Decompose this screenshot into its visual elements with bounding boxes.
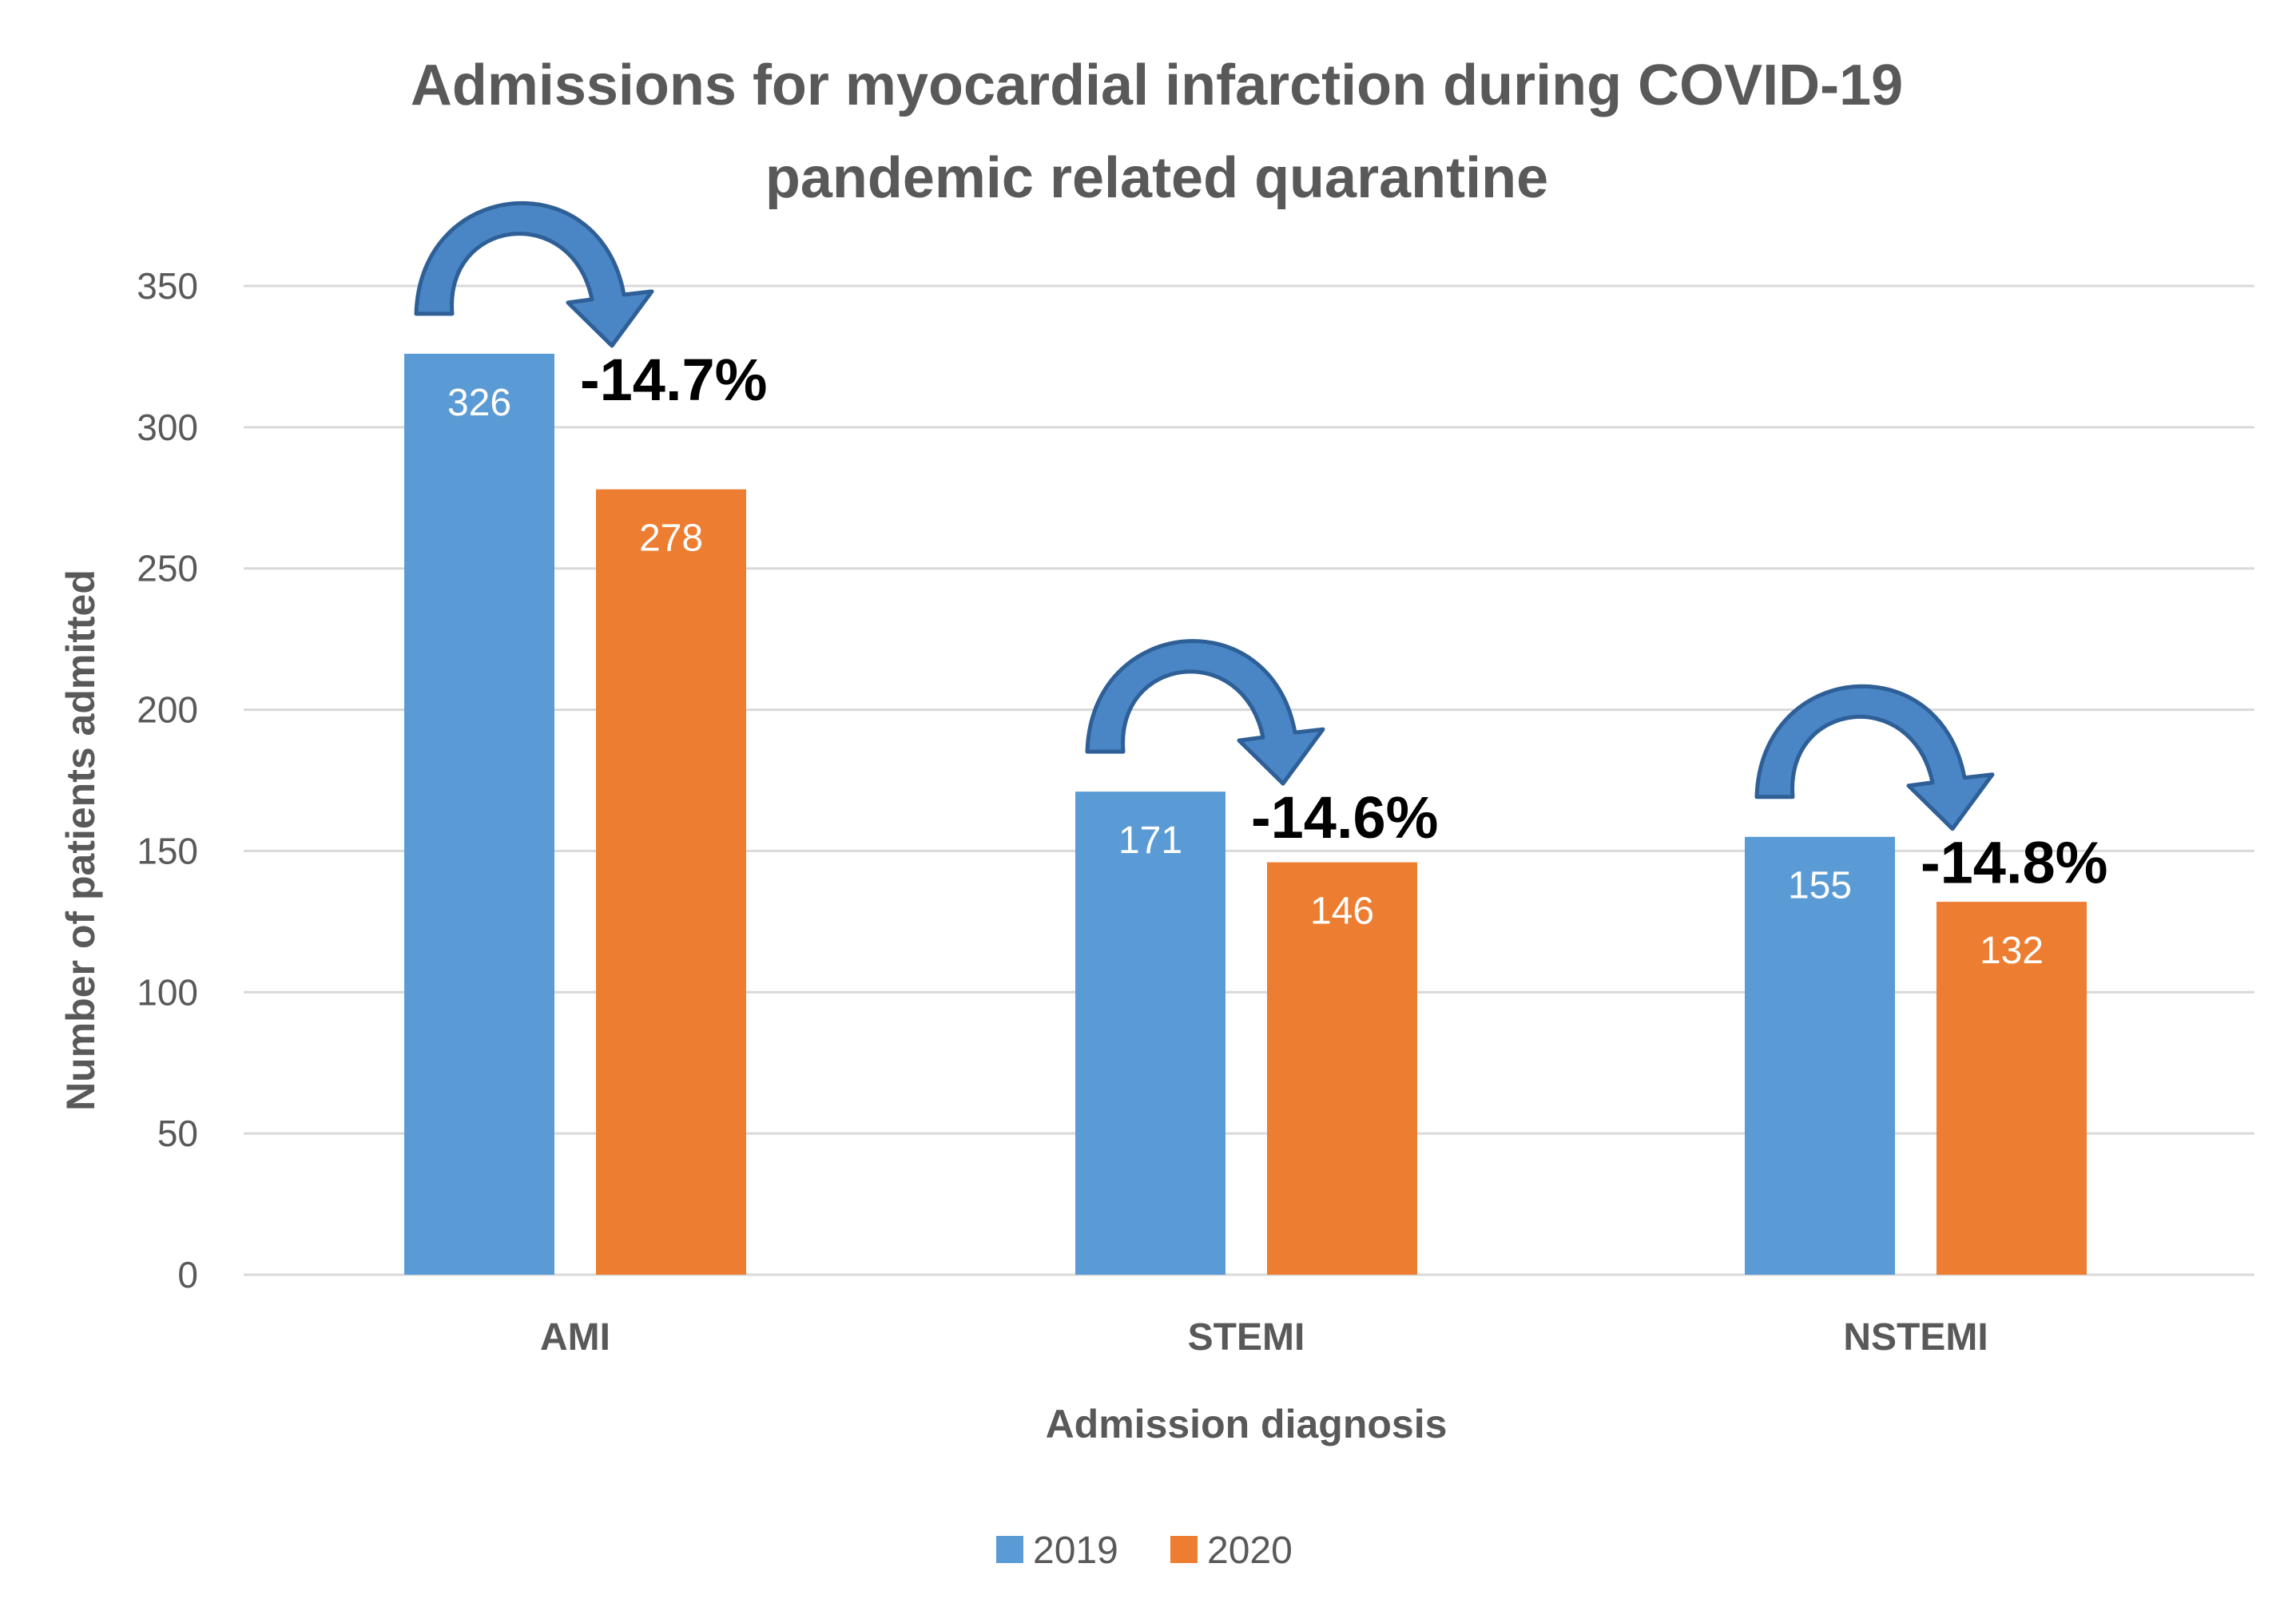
bar-value-label: 146 bbox=[1310, 891, 1374, 933]
bar-2020-stemi bbox=[1267, 862, 1417, 1275]
curved-arrow-icon bbox=[414, 200, 654, 348]
y-axis-title: Number of patients admitted bbox=[58, 569, 103, 1111]
y-tick-label: 350 bbox=[137, 265, 198, 307]
bar-value-label: 278 bbox=[639, 518, 703, 560]
y-tick-label: 0 bbox=[177, 1254, 198, 1295]
x-tick-label-nstemi: NSTEMI bbox=[1843, 1316, 1988, 1359]
bar-2019-stemi bbox=[1075, 792, 1225, 1275]
bars bbox=[404, 353, 2087, 1276]
bar-2019-ami bbox=[404, 353, 554, 1276]
bar-2019-nstemi bbox=[1745, 836, 1895, 1275]
x-tick-label-ami: AMI bbox=[540, 1316, 610, 1359]
legend-swatch-2020 bbox=[1170, 1536, 1198, 1563]
bar-value-label: 155 bbox=[1788, 865, 1852, 907]
chart-title-line-1: Admissions for myocardial infarction dur… bbox=[411, 54, 1903, 117]
legend-swatch-2019 bbox=[996, 1536, 1023, 1563]
curved-arrow-icon bbox=[1754, 684, 1995, 831]
legend: 2019 2020 bbox=[996, 1530, 1293, 1572]
y-tick-label: 50 bbox=[157, 1113, 198, 1154]
chart-title-line-2: pandemic related quarantine bbox=[765, 146, 1548, 210]
y-tick-label: 300 bbox=[137, 407, 198, 448]
change-annotation-stemi: -14.6% bbox=[1251, 784, 1438, 851]
legend-label-2019: 2019 bbox=[1033, 1530, 1118, 1572]
chart-text: Admissions for myocardial infarction dur… bbox=[58, 54, 2107, 1446]
y-tick-label: 250 bbox=[137, 548, 198, 589]
y-tick-label: 100 bbox=[137, 971, 198, 1013]
y-tick-label: 150 bbox=[137, 830, 198, 871]
arrows bbox=[414, 200, 1995, 831]
legend-label-2020: 2020 bbox=[1207, 1530, 1293, 1572]
x-axis-title: Admission diagnosis bbox=[1046, 1402, 1448, 1446]
bar-value-label: 132 bbox=[1980, 930, 2044, 972]
change-annotation-nstemi: -14.8% bbox=[1921, 830, 2107, 896]
bar-2020-nstemi bbox=[1937, 902, 2087, 1275]
gridlines bbox=[244, 284, 2254, 1276]
bar-value-label: 326 bbox=[447, 382, 511, 424]
bar-value-label: 171 bbox=[1118, 819, 1182, 862]
y-tick-label: 200 bbox=[137, 689, 198, 731]
change-annotation-ami: -14.7% bbox=[580, 347, 767, 413]
x-tick-label-stemi: STEMI bbox=[1188, 1316, 1305, 1359]
bar-2020-ami bbox=[596, 489, 746, 1275]
curved-arrow-icon bbox=[1085, 639, 1325, 786]
